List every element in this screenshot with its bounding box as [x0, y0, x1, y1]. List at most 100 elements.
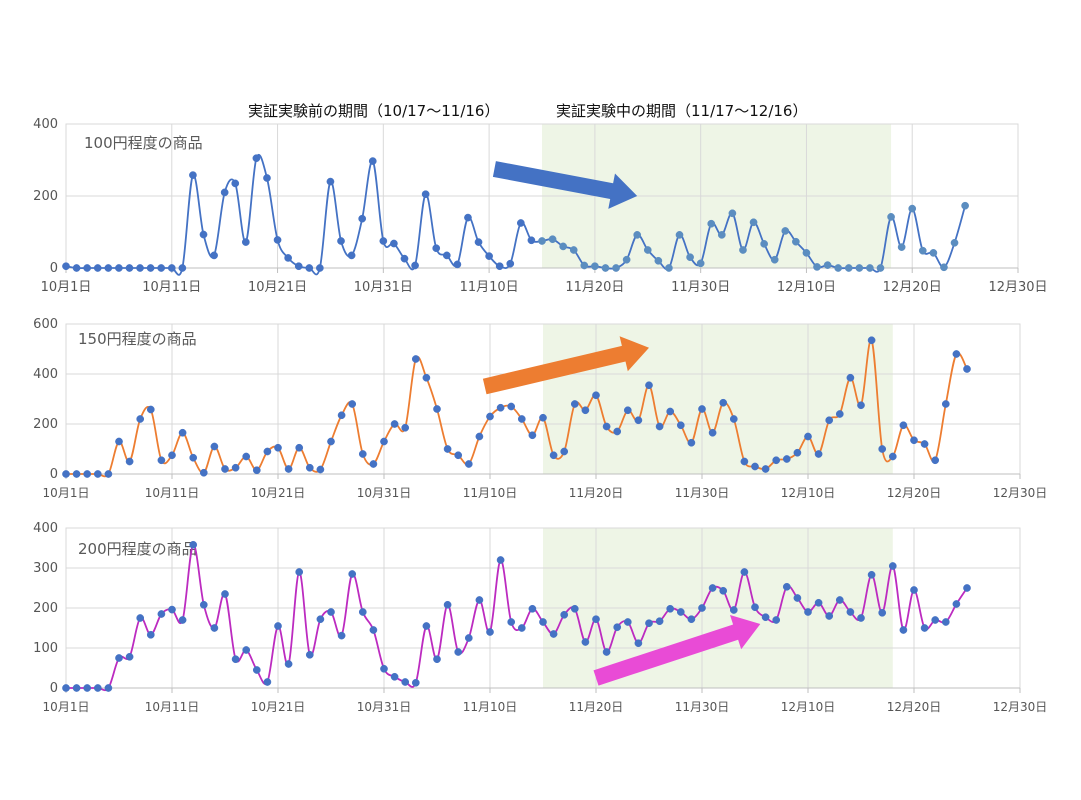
data-point: [569, 246, 578, 254]
data-point: [910, 586, 918, 594]
data-point: [643, 246, 652, 254]
data-point: [241, 238, 250, 246]
data-point: [560, 447, 569, 456]
data-point: [433, 405, 441, 413]
data-point: [581, 638, 590, 646]
data-point: [772, 616, 781, 624]
x-tick-label: 11月10日: [463, 700, 518, 714]
data-point: [749, 218, 758, 227]
y-tick-label: 400: [33, 117, 58, 132]
data-point: [284, 660, 293, 668]
data-point: [337, 237, 345, 245]
during-period-label: 実証実験中の期間（11/17～12/16）: [556, 102, 808, 120]
data-point: [136, 415, 145, 423]
data-point: [210, 624, 219, 632]
data-point: [305, 463, 314, 472]
data-point: [623, 406, 632, 415]
data-point: [199, 468, 208, 477]
data-point: [728, 209, 737, 218]
data-point: [666, 407, 675, 416]
data-point: [516, 219, 525, 227]
data-point: [528, 431, 537, 440]
data-point: [486, 628, 494, 636]
data-point: [369, 626, 378, 634]
data-point: [613, 427, 622, 436]
data-point: [390, 239, 398, 248]
y-tick-label: 0: [50, 261, 58, 276]
data-point: [867, 336, 876, 345]
data-point: [495, 262, 504, 271]
data-point: [326, 177, 335, 186]
data-point: [474, 238, 483, 246]
data-point: [719, 586, 728, 595]
data-point: [295, 568, 304, 576]
data-point: [760, 240, 768, 248]
data-point: [507, 402, 516, 411]
data-point: [369, 460, 378, 468]
chart-title: 100円程度の商品: [84, 134, 203, 152]
data-point: [337, 631, 346, 640]
data-point: [623, 618, 632, 626]
x-tick-label: 12月20日: [883, 280, 942, 295]
data-point: [189, 453, 198, 462]
y-tick-label: 400: [33, 521, 58, 536]
data-point: [761, 613, 770, 622]
x-tick-label: 12月20日: [887, 700, 942, 714]
data-point: [539, 413, 547, 422]
data-point: [708, 584, 717, 592]
data-point: [601, 264, 610, 272]
data-point: [634, 639, 643, 648]
data-point: [559, 242, 568, 251]
data-point: [464, 460, 473, 468]
data-point: [422, 373, 431, 382]
data-point: [920, 624, 929, 632]
data-point: [72, 470, 81, 478]
data-point: [751, 462, 759, 471]
x-tick-label: 10月11日: [145, 486, 200, 500]
y-tick-label: 100: [33, 641, 58, 656]
data-point: [72, 264, 81, 272]
data-point: [835, 410, 844, 418]
data-point: [729, 606, 738, 614]
data-point: [751, 603, 759, 612]
data-point: [952, 600, 961, 608]
data-point: [274, 622, 282, 630]
data-point: [390, 672, 399, 681]
data-point: [157, 610, 166, 618]
data-point: [740, 568, 749, 576]
data-point: [220, 188, 229, 197]
data-point: [72, 684, 81, 692]
chart-3: 0 100 200 300 400 10月1日 10月11日 10月21日 10月31日 11月1…: [33, 521, 1047, 714]
data-point: [866, 264, 874, 272]
data-point: [294, 262, 303, 271]
data-point: [698, 405, 706, 413]
data-point: [507, 618, 516, 626]
data-point: [231, 463, 240, 472]
data-point: [857, 614, 865, 622]
data-point: [496, 403, 505, 412]
data-point: [443, 600, 452, 609]
data-point: [433, 655, 441, 664]
data-point: [580, 261, 589, 270]
data-point: [252, 666, 261, 674]
trend-arrow: [593, 615, 761, 686]
y-tick-label: 200: [33, 601, 58, 616]
data-point: [242, 452, 251, 461]
data-point: [592, 391, 600, 400]
data-point: [115, 437, 123, 446]
data-point: [941, 618, 950, 626]
x-tick-label: 10月11日: [142, 280, 201, 295]
data-point: [929, 249, 938, 257]
data-point: [654, 256, 663, 265]
data-point: [199, 600, 208, 609]
data-point: [327, 608, 335, 616]
data-point: [729, 415, 738, 423]
data-point: [104, 684, 113, 692]
data-point: [814, 598, 823, 607]
data-point: [834, 264, 843, 272]
data-point: [887, 213, 895, 221]
chart-title: 150円程度の商品: [78, 330, 197, 348]
data-point: [178, 428, 187, 437]
data-point: [602, 648, 611, 656]
data-point: [263, 174, 271, 182]
